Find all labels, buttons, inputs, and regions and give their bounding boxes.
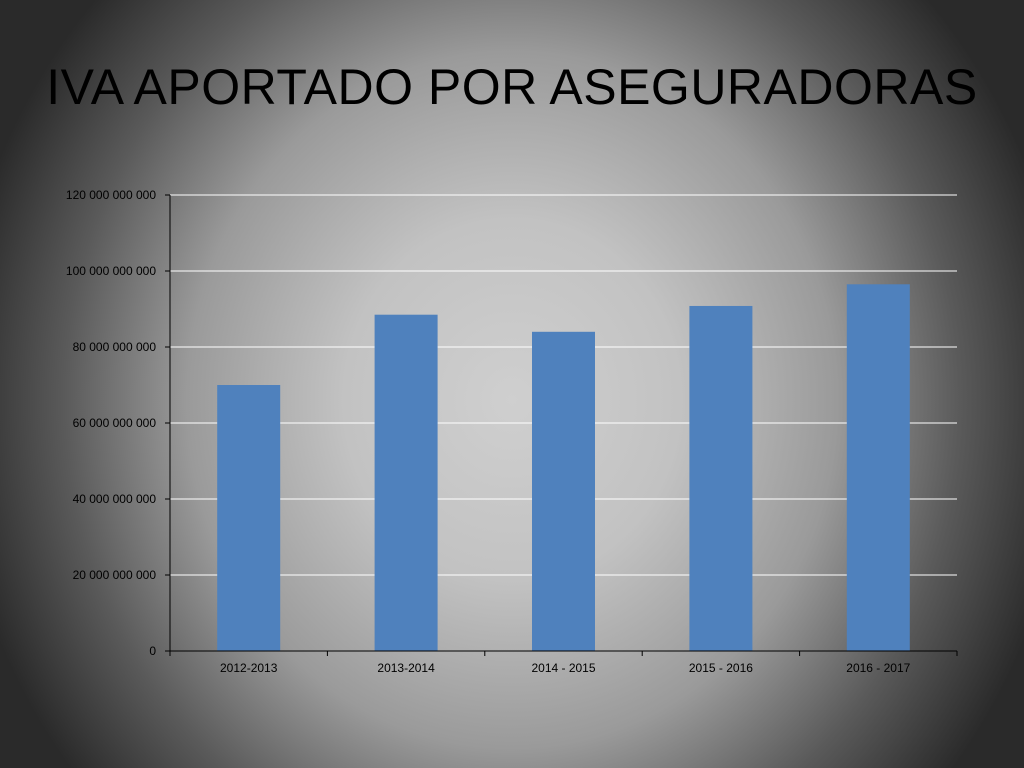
axes [165,194,958,656]
x-tick-label: 2013-2014 [377,661,435,675]
y-tick-label: 60 000 000 000 [73,416,157,430]
bars [217,284,910,651]
y-tick-label: 0 [149,644,156,658]
y-tick-label: 40 000 000 000 [73,492,157,506]
bar-2012-2013 [217,385,281,651]
x-tick-label: 2012-2013 [220,661,278,675]
y-tick-label: 120 000 000 000 [66,188,156,202]
bar-2016-2017 [846,284,910,651]
x-tick-label: 2016 - 2017 [846,661,910,675]
y-tick-label: 100 000 000 000 [66,264,156,278]
bar-2013-2014 [374,314,438,651]
x-tick-label: 2015 - 2016 [689,661,753,675]
y-tick-label: 20 000 000 000 [73,568,157,582]
bar-2015-2016 [689,305,753,651]
slide-title: IVA APORTADO POR ASEGURADORAS [46,59,978,115]
x-tick-label: 2014 - 2015 [531,661,595,675]
y-tick-label: 80 000 000 000 [73,340,157,354]
tick-labels: 0 20 000 000 000 40 000 000 000 60 000 000 … [66,188,911,675]
bar-2014-2015 [532,331,595,651]
